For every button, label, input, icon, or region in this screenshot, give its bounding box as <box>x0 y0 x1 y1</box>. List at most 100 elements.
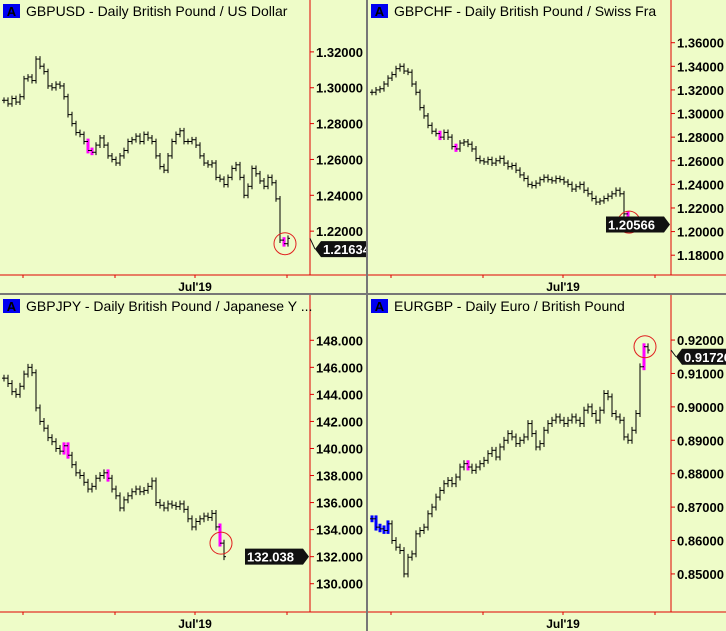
price-bar <box>634 410 638 434</box>
price-bar <box>562 416 566 427</box>
price-bar <box>110 474 114 493</box>
price-bar <box>78 129 82 138</box>
price-bar <box>446 476 450 488</box>
price-bar <box>450 134 454 150</box>
price-bar <box>410 69 414 87</box>
price-bar <box>78 469 82 479</box>
price-bar <box>102 469 106 479</box>
price-bar <box>630 426 634 444</box>
price-bar <box>166 152 170 174</box>
price-bar <box>462 138 466 146</box>
price-bar <box>122 496 126 512</box>
price-bar <box>218 523 222 547</box>
price-bar <box>286 235 290 247</box>
last-price-marker <box>315 241 366 258</box>
price-bar <box>266 174 270 190</box>
last-price-leader <box>670 349 677 358</box>
price-bar <box>14 95 18 105</box>
price-bar <box>562 176 566 185</box>
price-bar <box>74 120 78 136</box>
chart-title-text: GBPCHF - Daily British Pound / Swiss Fra <box>394 3 657 19</box>
price-bar <box>490 446 494 458</box>
price-bar <box>618 413 622 424</box>
last-price-label: 1.20566 <box>608 218 655 233</box>
price-bar <box>202 512 206 523</box>
price-bar <box>510 430 514 441</box>
price-bar <box>438 486 442 501</box>
price-bar <box>270 174 274 186</box>
price-bar <box>170 500 174 509</box>
price-bar <box>86 138 90 154</box>
y-tick-label: 132.000 <box>316 550 363 565</box>
y-tick-label: 148.000 <box>316 333 363 348</box>
price-bar <box>530 420 534 438</box>
chart-panel-gbpjpy[interactable]: Jul'19 148.000 146.000 144.000 142.000 140.00… <box>0 295 366 631</box>
x-tick-label: Jul'19 <box>178 280 212 293</box>
price-bar <box>542 174 546 183</box>
price-bar <box>574 183 578 192</box>
price-bar <box>222 176 226 188</box>
price-bar <box>482 456 486 468</box>
panel-divider-horizontal[interactable] <box>0 293 726 295</box>
y-tick-label: 1.28000 <box>677 130 724 145</box>
price-bar <box>158 499 162 509</box>
price-bar <box>262 178 266 190</box>
price-bar <box>114 485 118 500</box>
price-bar <box>558 413 562 424</box>
y-tick-label: 1.28000 <box>316 117 363 132</box>
price-bar <box>214 160 218 181</box>
chart-panel-eurgbp[interactable]: Jul'19 0.92000 0.91000 0.90000 0.89000 0.8800… <box>368 295 726 631</box>
price-bar <box>398 543 402 554</box>
chart-panel-gbpusd[interactable]: Jul'19 1.32000 1.30000 1.28000 1.26000 1.2400… <box>0 0 366 293</box>
price-bar <box>58 445 62 455</box>
price-bar <box>474 146 478 162</box>
price-bar <box>414 81 418 96</box>
price-bar <box>374 87 378 96</box>
price-bar <box>82 472 86 486</box>
price-bar <box>202 152 206 166</box>
price-bar <box>70 111 74 127</box>
price-bar <box>626 433 630 444</box>
price-bar <box>582 181 586 194</box>
price-bar <box>518 167 522 178</box>
price-bar <box>450 476 454 488</box>
price-bar <box>458 463 462 481</box>
last-price-leader <box>309 238 316 250</box>
x-tick-label: Jul'19 <box>546 617 580 631</box>
price-bar <box>402 547 406 578</box>
chart-panel-gbpchf[interactable]: Jul'19 1.36000 1.34000 1.32000 1.30000 1.2800… <box>368 0 726 293</box>
price-bar <box>494 446 498 461</box>
price-bar <box>282 237 286 247</box>
y-tick-label: 146.000 <box>316 360 363 375</box>
price-bar <box>610 393 614 417</box>
price-bar <box>494 157 498 167</box>
y-tick-label: 1.32000 <box>677 83 724 98</box>
panel-divider-vertical[interactable] <box>366 0 368 631</box>
price-bar <box>86 478 90 493</box>
y-tick-label: 142.000 <box>316 414 363 429</box>
price-bar <box>18 93 22 105</box>
price-bar <box>426 112 430 129</box>
price-bar <box>370 515 374 523</box>
y-tick-label: 1.36000 <box>677 36 724 51</box>
price-bar <box>554 413 558 424</box>
price-bar <box>490 156 494 167</box>
price-bar <box>210 160 214 168</box>
price-bar <box>146 482 150 494</box>
price-bar <box>30 363 34 377</box>
chart-svg: Jul'19 0.92000 0.91000 0.90000 0.89000 0.8800… <box>368 295 726 631</box>
price-bar <box>130 488 134 500</box>
price-bar <box>50 83 54 91</box>
price-bar <box>210 509 214 521</box>
y-tick-label: 1.20000 <box>677 225 724 240</box>
x-tick-label: Jul'19 <box>546 280 580 293</box>
price-bar <box>486 156 490 165</box>
price-bar <box>54 81 58 91</box>
price-bar <box>198 515 202 525</box>
price-bar <box>470 141 474 152</box>
y-tick-label: 0.87000 <box>677 500 724 515</box>
price-bar <box>510 162 514 170</box>
price-bar <box>594 410 598 424</box>
price-bar <box>414 530 418 558</box>
y-tick-label: 0.90000 <box>677 400 724 415</box>
